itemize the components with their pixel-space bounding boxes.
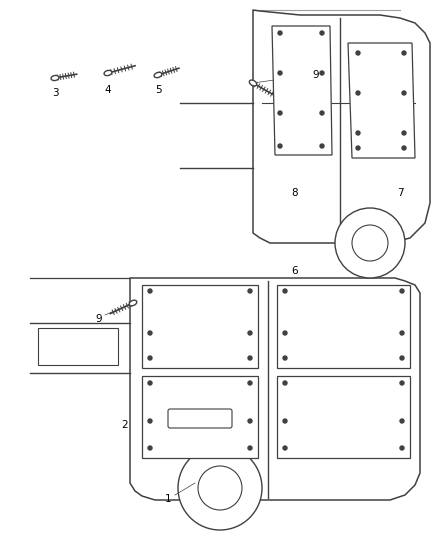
Circle shape <box>178 446 262 530</box>
Ellipse shape <box>154 72 162 78</box>
Polygon shape <box>277 376 410 458</box>
Circle shape <box>400 419 404 423</box>
Polygon shape <box>142 376 258 458</box>
Circle shape <box>148 381 152 385</box>
Circle shape <box>148 289 152 293</box>
Circle shape <box>283 331 287 335</box>
Circle shape <box>402 131 406 135</box>
Circle shape <box>320 144 324 148</box>
Circle shape <box>283 419 287 423</box>
Circle shape <box>248 289 252 293</box>
Polygon shape <box>253 10 430 243</box>
Circle shape <box>278 31 282 35</box>
Text: 2: 2 <box>122 420 128 430</box>
Circle shape <box>248 381 252 385</box>
Polygon shape <box>38 328 118 365</box>
Text: 9: 9 <box>313 70 319 80</box>
Text: 7: 7 <box>397 188 403 198</box>
Text: 1: 1 <box>165 494 171 504</box>
Circle shape <box>402 146 406 150</box>
Circle shape <box>402 91 406 95</box>
Text: 3: 3 <box>52 88 58 98</box>
Circle shape <box>278 144 282 148</box>
FancyBboxPatch shape <box>168 409 232 428</box>
Ellipse shape <box>129 300 137 306</box>
Circle shape <box>283 381 287 385</box>
Circle shape <box>248 356 252 360</box>
Circle shape <box>400 381 404 385</box>
Circle shape <box>283 289 287 293</box>
Circle shape <box>278 71 282 75</box>
Circle shape <box>400 331 404 335</box>
Polygon shape <box>348 43 415 158</box>
Text: 6: 6 <box>292 266 298 276</box>
Circle shape <box>148 446 152 450</box>
Circle shape <box>356 131 360 135</box>
Polygon shape <box>272 26 332 155</box>
Circle shape <box>148 331 152 335</box>
Circle shape <box>352 225 388 261</box>
Circle shape <box>198 466 242 510</box>
Circle shape <box>335 208 405 278</box>
Circle shape <box>400 289 404 293</box>
Circle shape <box>248 419 252 423</box>
Text: 5: 5 <box>155 85 161 95</box>
Circle shape <box>402 51 406 55</box>
Circle shape <box>320 71 324 75</box>
Circle shape <box>248 446 252 450</box>
Circle shape <box>283 356 287 360</box>
Circle shape <box>148 356 152 360</box>
Circle shape <box>400 446 404 450</box>
Circle shape <box>400 356 404 360</box>
Ellipse shape <box>51 76 59 80</box>
Polygon shape <box>277 285 410 368</box>
Circle shape <box>148 419 152 423</box>
Circle shape <box>283 446 287 450</box>
Circle shape <box>356 91 360 95</box>
Ellipse shape <box>249 80 257 86</box>
Circle shape <box>356 51 360 55</box>
Ellipse shape <box>104 70 112 76</box>
Circle shape <box>278 111 282 115</box>
Polygon shape <box>130 278 420 500</box>
Text: 8: 8 <box>292 188 298 198</box>
Circle shape <box>248 331 252 335</box>
Polygon shape <box>142 285 258 368</box>
Text: 4: 4 <box>105 85 111 95</box>
Text: 9: 9 <box>95 314 102 324</box>
Circle shape <box>320 31 324 35</box>
Circle shape <box>320 111 324 115</box>
Circle shape <box>356 146 360 150</box>
